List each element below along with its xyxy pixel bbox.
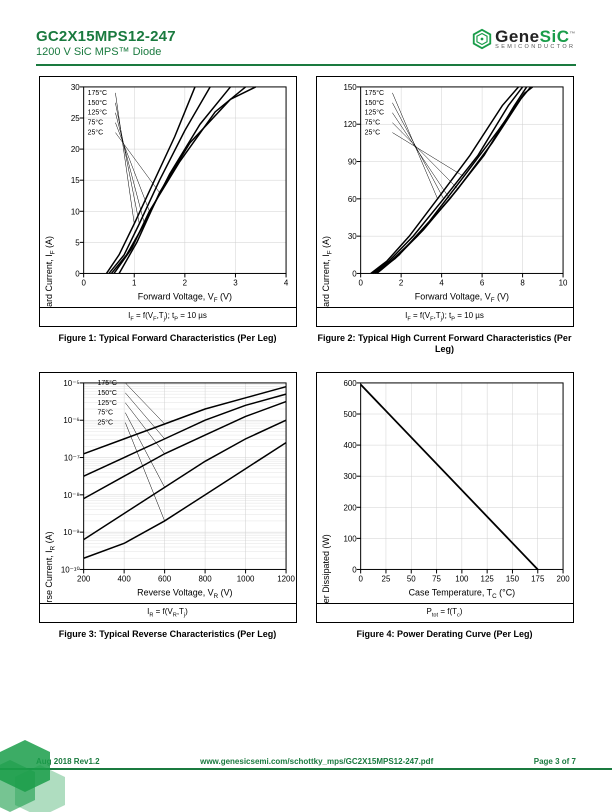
svg-text:25°C: 25°C	[364, 129, 380, 137]
svg-text:20: 20	[70, 145, 79, 154]
figure-2-chart: 02468100306090120150Forward Voltage, VF …	[316, 76, 574, 308]
svg-text:0: 0	[81, 278, 86, 287]
hexagon-icon	[471, 28, 493, 50]
footer-url: www.genesicsemi.com/schottky_mps/GC2X15M…	[200, 757, 433, 766]
svg-text:25: 25	[70, 114, 79, 123]
figure-4-caption: Figure 4: Power Derating Curve (Per Leg)	[356, 629, 532, 641]
page-footer: Aug 2018 Rev1.2 www.genesicsemi.com/scho…	[0, 742, 612, 792]
svg-text:10⁻¹⁰: 10⁻¹⁰	[60, 565, 79, 574]
svg-text:10⁻⁵: 10⁻⁵	[63, 379, 79, 388]
logo-text-main: GeneSiC™	[495, 28, 576, 45]
company-logo: GeneSiC™ SEMICONDUCTOR	[471, 28, 576, 51]
svg-text:30: 30	[70, 83, 79, 92]
corner-hexagon-icon	[0, 722, 70, 812]
svg-text:2: 2	[182, 278, 186, 287]
svg-text:30: 30	[347, 232, 356, 241]
svg-text:300: 300	[343, 472, 357, 481]
svg-text:75°C: 75°C	[364, 119, 380, 127]
svg-text:0: 0	[358, 278, 363, 287]
svg-text:100: 100	[455, 574, 469, 583]
svg-text:10: 10	[70, 207, 79, 216]
svg-text:175: 175	[531, 574, 545, 583]
svg-text:400: 400	[343, 441, 357, 450]
svg-text:600: 600	[158, 574, 172, 583]
svg-text:600: 600	[343, 379, 357, 388]
svg-text:175°C: 175°C	[364, 89, 383, 97]
svg-text:75: 75	[432, 574, 441, 583]
svg-text:25: 25	[381, 574, 390, 583]
figure-1-caption: Figure 1: Typical Forward Characteristic…	[59, 333, 277, 345]
svg-text:25°C: 25°C	[87, 129, 103, 137]
svg-text:150°C: 150°C	[364, 99, 383, 107]
svg-text:800: 800	[198, 574, 212, 583]
svg-text:150°C: 150°C	[87, 99, 106, 107]
svg-text:60: 60	[347, 195, 356, 204]
footer-page: Page 3 of 7	[534, 757, 576, 766]
svg-text:200: 200	[343, 503, 357, 512]
figure-4-formula: Ptot = f(Tc)	[316, 604, 574, 623]
svg-text:1: 1	[132, 278, 137, 287]
svg-text:175°C: 175°C	[87, 89, 106, 97]
svg-text:75°C: 75°C	[97, 409, 113, 417]
svg-text:75°C: 75°C	[87, 119, 103, 127]
svg-text:4: 4	[439, 278, 444, 287]
svg-text:5: 5	[75, 238, 80, 247]
svg-text:0: 0	[75, 269, 80, 278]
svg-text:2: 2	[398, 278, 402, 287]
figure-1-formula: IF = f(VF,Tj); tP = 10 µs	[39, 308, 297, 327]
trademark-icon: ™	[570, 31, 577, 37]
svg-text:120: 120	[343, 120, 357, 129]
svg-text:125°C: 125°C	[97, 399, 116, 407]
svg-text:100: 100	[343, 534, 357, 543]
svg-text:4: 4	[283, 278, 288, 287]
svg-text:0: 0	[352, 269, 357, 278]
svg-text:10⁻⁷: 10⁻⁷	[63, 453, 79, 462]
svg-text:1000: 1000	[236, 574, 254, 583]
svg-text:25°C: 25°C	[97, 419, 113, 427]
product-subtitle: 1200 V SiC MPS™ Diode	[36, 46, 176, 58]
svg-text:50: 50	[406, 574, 415, 583]
svg-text:175°C: 175°C	[97, 379, 116, 387]
svg-text:200: 200	[77, 574, 91, 583]
svg-text:90: 90	[347, 158, 356, 167]
svg-text:3: 3	[233, 278, 238, 287]
page-header: GC2X15MPS12-247 1200 V SiC MPS™ Diode Ge…	[36, 28, 576, 66]
svg-text:1200: 1200	[277, 574, 295, 583]
svg-text:500: 500	[343, 410, 357, 419]
svg-text:125°C: 125°C	[364, 109, 383, 117]
figure-1-chart: 01234051015202530Forward Voltage, VF (V)…	[39, 76, 297, 308]
svg-text:10⁻⁶: 10⁻⁶	[63, 416, 79, 425]
figure-1-cell: 01234051015202530Forward Voltage, VF (V)…	[36, 76, 299, 366]
svg-text:0: 0	[352, 565, 357, 574]
svg-text:150°C: 150°C	[97, 389, 116, 397]
svg-text:0: 0	[358, 574, 363, 583]
svg-text:10⁻⁸: 10⁻⁸	[63, 491, 79, 500]
figure-2-cell: 02468100306090120150Forward Voltage, VF …	[313, 76, 576, 366]
figure-2-formula: IF = f(VF,Tj); tP = 10 µs	[316, 308, 574, 327]
figure-4-chart: 0 25 50 75 100 125 150 175 200 0 100 200 300 400 500 60…	[316, 372, 574, 604]
svg-text:10: 10	[558, 278, 567, 287]
figure-3-caption: Figure 3: Typical Reverse Characteristic…	[59, 629, 276, 641]
charts-grid: 01234051015202530Forward Voltage, VF (V)…	[36, 76, 576, 650]
figure-3-chart: 200 400 600 800 1000 1200 10⁻¹⁰ 10⁻⁹ 10⁻⁸ 10⁻⁷ 10⁻…	[39, 372, 297, 604]
svg-text:15: 15	[70, 176, 79, 185]
header-left: GC2X15MPS12-247 1200 V SiC MPS™ Diode	[36, 28, 176, 58]
svg-text:125°C: 125°C	[87, 109, 106, 117]
svg-text:10⁻⁹: 10⁻⁹	[63, 528, 79, 537]
svg-text:150: 150	[505, 574, 519, 583]
part-number: GC2X15MPS12-247	[36, 28, 176, 45]
figure-3-formula: IR = f(VR,Tj)	[39, 604, 297, 623]
svg-text:150: 150	[343, 83, 357, 92]
svg-text:125: 125	[480, 574, 494, 583]
svg-text:200: 200	[556, 574, 570, 583]
svg-text:400: 400	[117, 574, 131, 583]
svg-text:8: 8	[520, 278, 525, 287]
figure-4-cell: 0 25 50 75 100 125 150 175 200 0 100 200 300 400 500 60…	[313, 372, 576, 650]
svg-text:6: 6	[479, 278, 484, 287]
figure-3-cell: 200 400 600 800 1000 1200 10⁻¹⁰ 10⁻⁹ 10⁻⁸ 10⁻⁷ 10⁻…	[36, 372, 299, 650]
figure-2-caption: Figure 2: Typical High Current Forward C…	[313, 333, 576, 356]
logo-text-sub: SEMICONDUCTOR	[495, 45, 576, 51]
